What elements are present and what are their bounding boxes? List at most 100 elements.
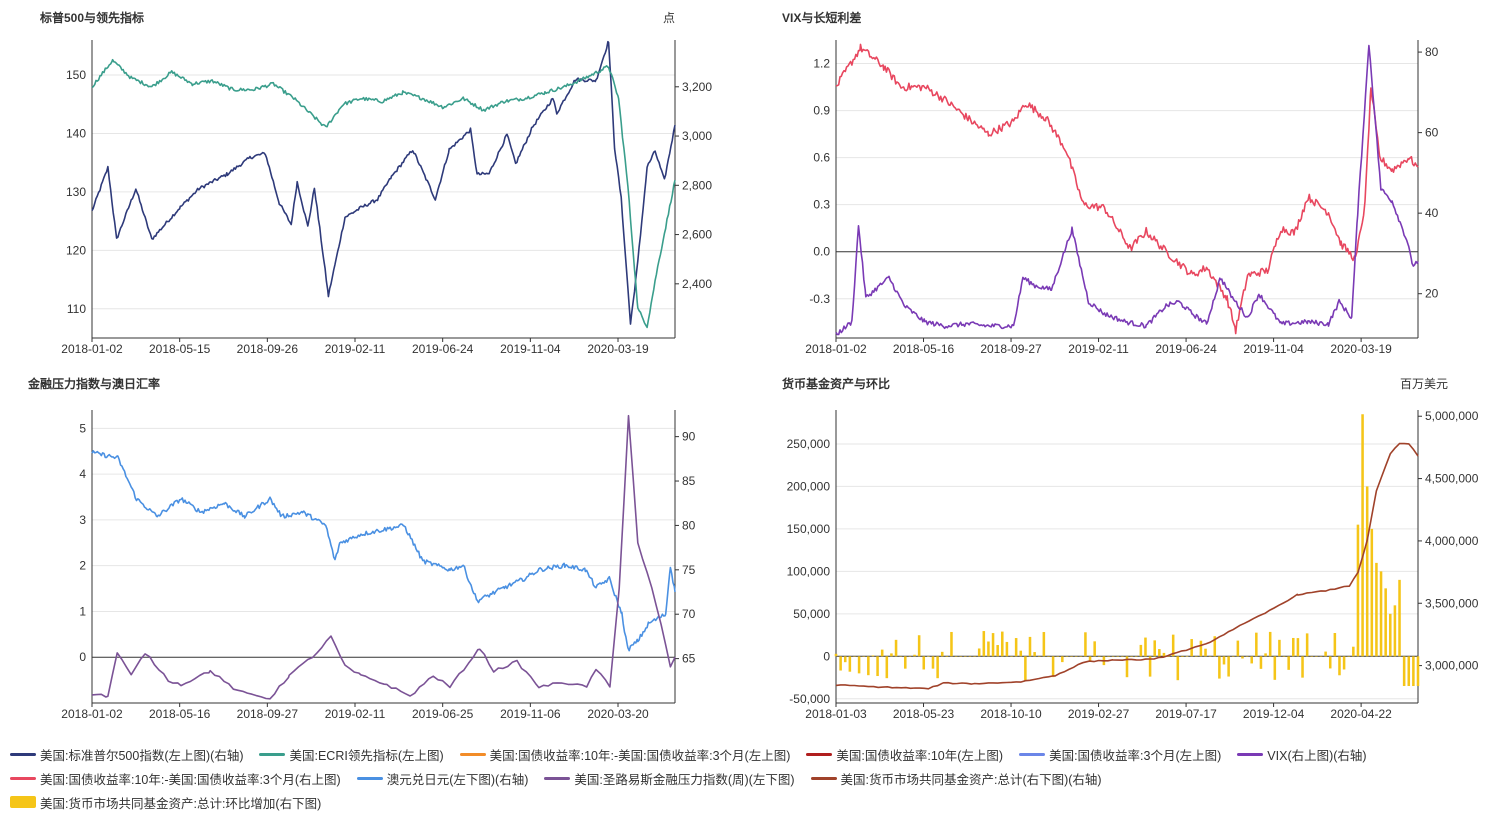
bar-mmf-change (1338, 656, 1341, 676)
bar-mmf-change (1296, 638, 1300, 657)
y-right-tick-label: 4,000,000 (1425, 534, 1479, 548)
bar-mmf-change (1347, 656, 1350, 657)
bar-mmf-change (1010, 656, 1013, 657)
bar-mmf-change (885, 656, 889, 679)
legend-label: VIX(右上图)(右轴) (1267, 748, 1367, 763)
legend-item-10y[interactable]: 美国:国债收益率:10年(左上图) (806, 745, 1003, 764)
x-tick-label: 2019-02-11 (325, 707, 386, 721)
legend-item-stlfsi[interactable]: 美国:圣路易斯金融压力指数(周)(左下图) (544, 769, 795, 788)
bar-mmf-change (876, 656, 879, 677)
y-right-tick-label: 2,400 (682, 277, 712, 291)
legend-row-2: 美国:国债收益率:10年:-美国:国债收益率:3个月(右上图) 澳元兑日元(左下… (10, 766, 1490, 790)
legend-item-audjpy[interactable]: 澳元兑日元(左下图)(右轴) (356, 769, 528, 788)
legend-item-mmf-total[interactable]: 美国:货币市场共同基金资产:总计(右下图)(右轴) (810, 769, 1102, 788)
bar-mmf-change (917, 635, 921, 657)
bar-mmf-change (1301, 656, 1304, 678)
bar-mmf-change (1398, 579, 1401, 657)
y-right-tick-label: 75 (682, 563, 696, 577)
line-series-p3-1 (91, 414, 676, 700)
bar-mmf-change (908, 656, 912, 657)
x-tick-label: 2019-02-27 (1068, 707, 1130, 721)
legend-item-sp500[interactable]: 美国:标准普尔500指数(左上图)(右轴) (10, 745, 243, 764)
bar-mmf-change (1389, 613, 1392, 657)
x-tick-label: 2018-05-16 (149, 707, 211, 721)
y-right-tick-label: 3,000 (682, 129, 712, 143)
y-left-tick-label: 4 (79, 467, 86, 481)
bar-mmf-change (977, 648, 981, 657)
bar-mmf-change (1328, 656, 1332, 669)
line-series-p2-0 (835, 43, 1419, 335)
y-left-tick-label: 150 (66, 68, 86, 82)
bar-mmf-change (1356, 524, 1360, 657)
charts-canvas: 标普500与领先指标 点1101201301401502,4002,6002,80… (27, 10, 1479, 721)
bar-mmf-change (890, 653, 893, 657)
x-tick-label: 2018-01-02 (61, 342, 123, 356)
legend-item-vix[interactable]: VIX(右上图)(右轴) (1237, 745, 1367, 764)
bar-mmf-change (1088, 656, 1092, 662)
bar-mmf-change (1264, 653, 1267, 657)
bar-mmf-change (1287, 656, 1290, 670)
bar-mmf-change (904, 656, 907, 669)
bar-mmf-change (1121, 656, 1124, 657)
y-left-tick-label: 0 (823, 649, 830, 663)
x-tick-label: 2018-01-03 (805, 707, 867, 721)
bar-mmf-change (1148, 656, 1152, 677)
y-left-tick-label: -50,000 (789, 692, 830, 706)
bar-mmf-change (936, 656, 939, 679)
x-tick-label: 2018-05-23 (893, 707, 955, 721)
y-left-tick-label: 2 (79, 559, 86, 573)
y-right-tick-label: 70 (682, 607, 696, 621)
x-tick-label: 2019-06-24 (1155, 342, 1217, 356)
legend-item-spread-left[interactable]: 美国:国债收益率:10年:-美国:国债收益率:3个月(左上图) (459, 745, 790, 764)
y-right-tick-label: 5,000,000 (1425, 409, 1479, 423)
bar-mmf-change (857, 656, 861, 674)
y-left-tick-label: 0.9 (813, 104, 830, 118)
bar-mmf-change (1074, 656, 1078, 657)
legend-swatch (10, 776, 36, 780)
bar-mmf-change (1098, 656, 1101, 657)
y-left-tick-label: 1 (79, 604, 86, 618)
chart-title: 金融压力指数与澳日汇率 (27, 376, 160, 391)
bar-mmf-change (1319, 656, 1323, 657)
bar-mmf-change (1333, 633, 1337, 657)
legend-swatch (1019, 752, 1046, 756)
bar-mmf-change (1153, 640, 1156, 657)
bar-mmf-change (1208, 656, 1212, 657)
y-right-tick-label: 3,200 (682, 80, 712, 94)
panel-p1: 标普500与领先指标 点 110 120 130 140 150 2,400 2,600 2,80… (39, 10, 712, 356)
y-left-tick-label: 150,000 (787, 522, 831, 536)
bar-mmf-change (894, 639, 898, 657)
bar-mmf-change (1255, 632, 1258, 657)
bar-mmf-change (1342, 656, 1346, 670)
legend-label: 美国:ECRI领先指标(左上图) (289, 748, 444, 763)
x-tick-label: 2019-07-17 (1155, 707, 1217, 721)
bar-mmf-change (1352, 646, 1355, 657)
bar-mmf-change (899, 656, 902, 657)
bar-mmf-change (862, 656, 865, 657)
y-right-tick-label: 20 (1425, 287, 1439, 301)
bar-mmf-change (867, 656, 870, 676)
y-left-tick-label: 3 (79, 513, 86, 527)
legend-item-mmf-change[interactable]: 美国:货币市场共同基金资产:总计:环比增加(右下图) (10, 793, 321, 812)
bar-mmf-change (1245, 656, 1249, 657)
bar-mmf-change (1218, 656, 1221, 679)
bar-mmf-change (1028, 636, 1032, 657)
bar-mmf-change (1370, 528, 1374, 657)
legend-label: 美国:标准普尔500指数(左上图)(右轴) (40, 748, 244, 763)
bar-mmf-change (1051, 656, 1055, 678)
legend-item-ecri[interactable]: 美国:ECRI领先指标(左上图) (259, 745, 444, 764)
y-right-tick-label: 80 (682, 518, 696, 532)
y-left-tick-label: 5 (79, 421, 86, 435)
legend-item-spread-right[interactable]: 美国:国债收益率:10年:-美国:国债收益率:3个月(右上图) (10, 769, 341, 788)
x-tick-label: 2019-11-04 (1243, 342, 1304, 356)
legend-label: 美国:货币市场共同基金资产:总计:环比增加(右下图) (40, 796, 322, 811)
x-tick-label: 2018-05-16 (893, 342, 955, 356)
x-tick-label: 2019-02-11 (325, 342, 386, 356)
legend-swatch (459, 752, 486, 756)
x-tick-label: 2018-09-26 (237, 342, 299, 356)
y-left-tick-label: 200,000 (787, 479, 831, 493)
bar-mmf-change (1024, 656, 1027, 681)
legend-item-3m[interactable]: 美国:国债收益率:3个月(左上图) (1019, 745, 1221, 764)
bar-mmf-change (1250, 656, 1253, 664)
bar-mmf-change (1236, 640, 1240, 657)
